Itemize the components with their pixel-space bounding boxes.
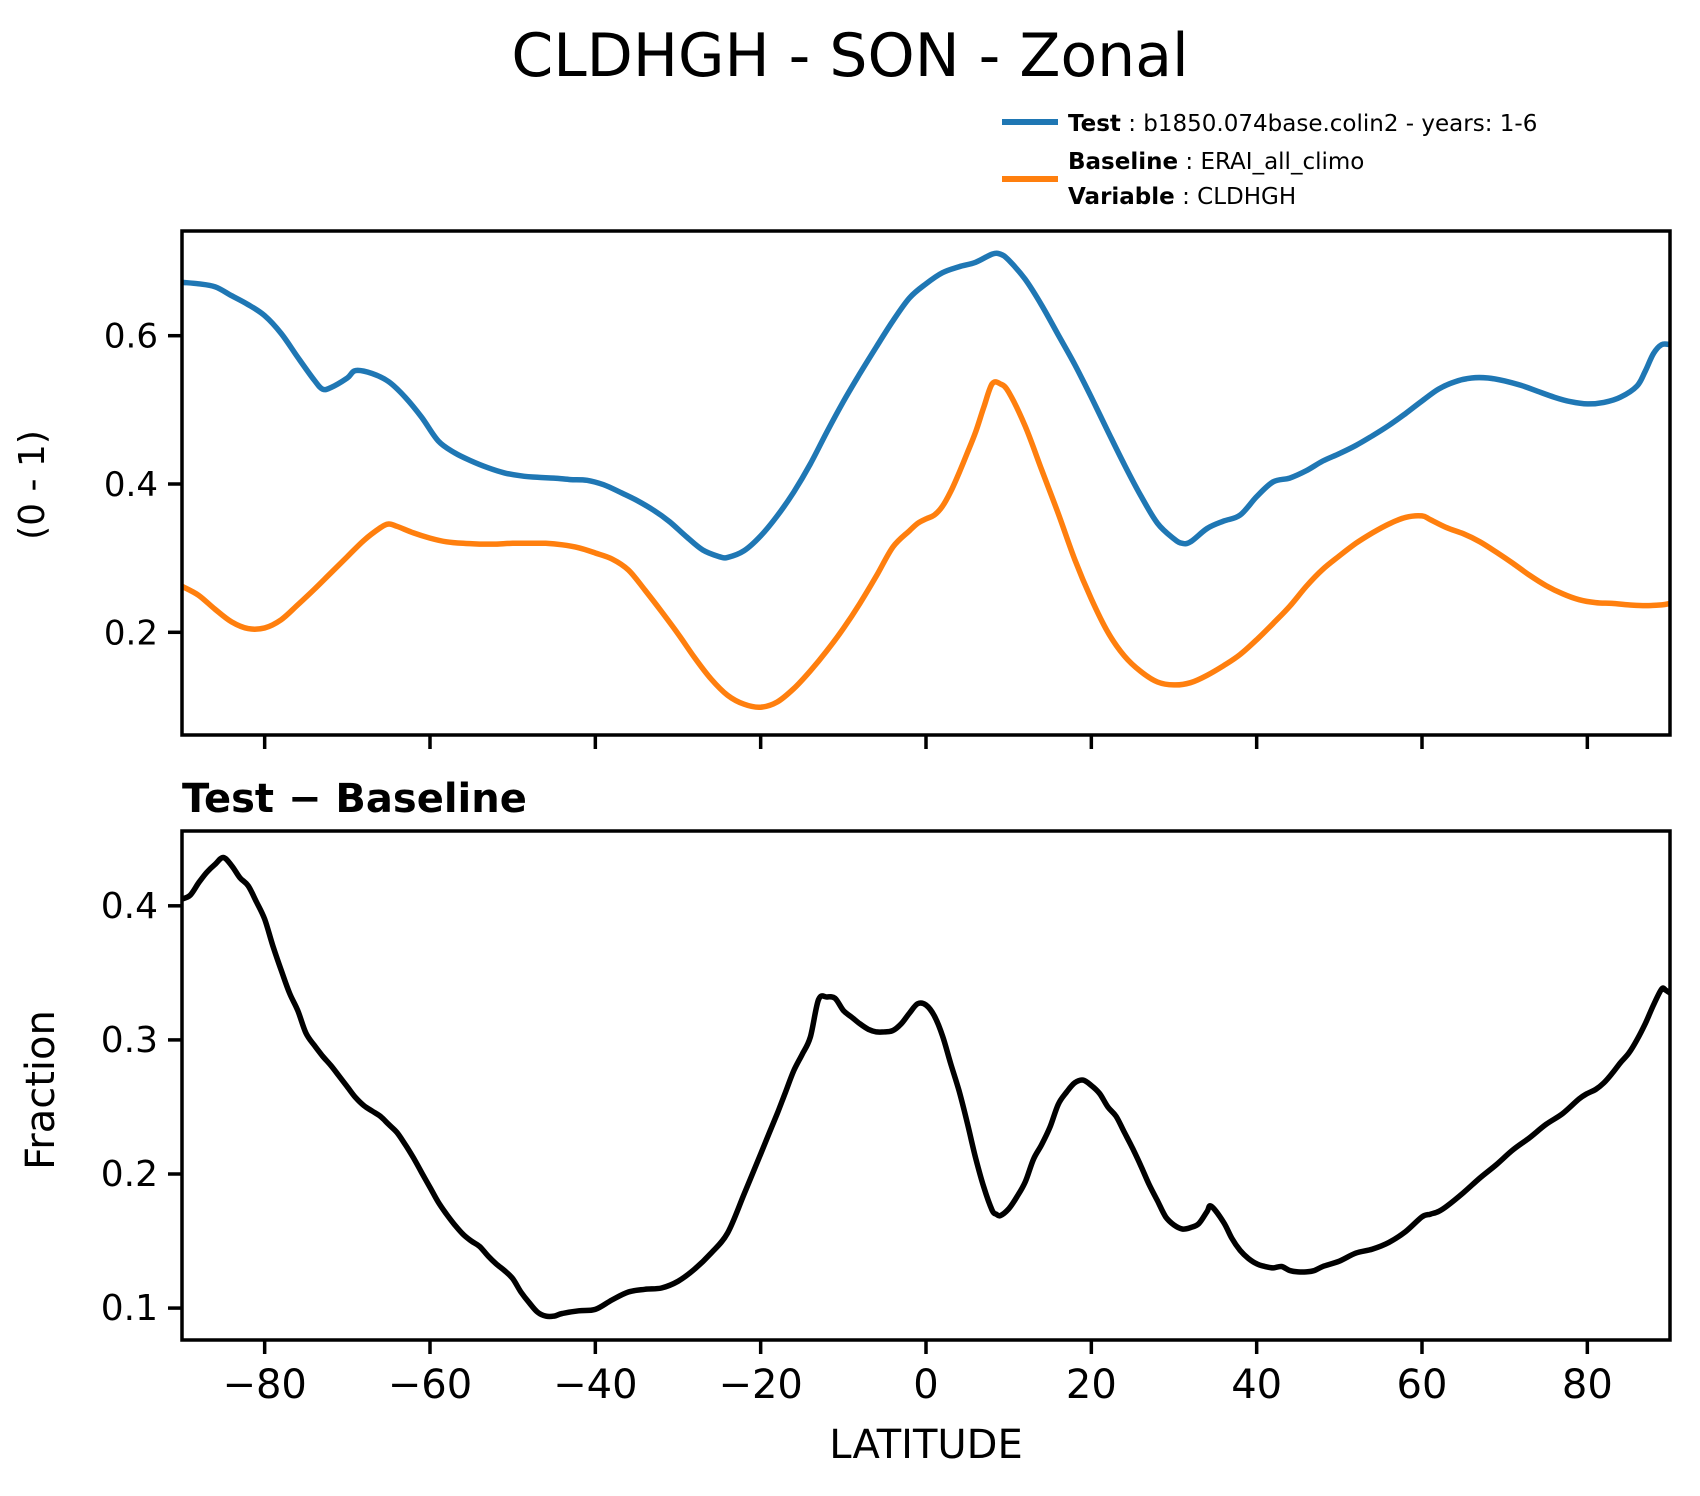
legend-label-variable: Variable : CLDHGH [1068, 184, 1296, 210]
legend-label-baseline: Baseline : ERAI_all_climo [1068, 149, 1364, 175]
legend-label-test: Test : b1850.074base.colin2 - years: 1-6 [1068, 111, 1537, 137]
series-line-test-minus-baseline [182, 854, 1670, 1320]
x-tick-label: −20 [718, 1362, 802, 1408]
x-tick-label: −40 [553, 1362, 637, 1408]
y-tick-label: 0.4 [104, 465, 158, 505]
top-plot: 0.2 0.4 0.6 [104, 229, 1672, 749]
y-tick-label: 0.2 [104, 613, 158, 653]
curves [182, 854, 1670, 1320]
series-line-baseline [182, 379, 1670, 711]
plot-frame [180, 229, 1672, 737]
x-tick-label: 0 [913, 1362, 938, 1408]
diff-y-axis-label: Fraction [18, 1010, 64, 1170]
page-title: CLDHGH - SON - Zonal [511, 21, 1188, 91]
x-tick-label: 20 [1066, 1362, 1117, 1408]
top-y-axis-label: (0 - 1) [12, 430, 53, 540]
x-tick-label: −60 [388, 1362, 472, 1408]
y-tick-label: 0.4 [101, 886, 158, 927]
legend: Test : b1850.074base.colin2 - years: 1-6… [1002, 111, 1537, 210]
y-tick-label: 0.6 [104, 317, 158, 357]
x-tick-label: 80 [1562, 1362, 1613, 1408]
diff-plot: −80 −60 −40 −20 0 20 40 60 80 0.1 0.2 0.3 0.4 [101, 829, 1672, 1408]
x-tick-label: 40 [1231, 1362, 1282, 1408]
y-tick-label: 0.1 [101, 1288, 158, 1329]
y-tick-label: 0.2 [101, 1154, 158, 1195]
x-axis-label: LATITUDE [829, 1422, 1022, 1468]
plot-frame [180, 829, 1672, 1342]
x-tick-label: −80 [222, 1362, 306, 1408]
x-tick-label: 60 [1397, 1362, 1448, 1408]
curves [182, 250, 1670, 711]
series-line-test [182, 250, 1670, 561]
y-tick-label: 0.3 [101, 1020, 158, 1061]
diff-plot-title: Test − Baseline [182, 776, 527, 822]
